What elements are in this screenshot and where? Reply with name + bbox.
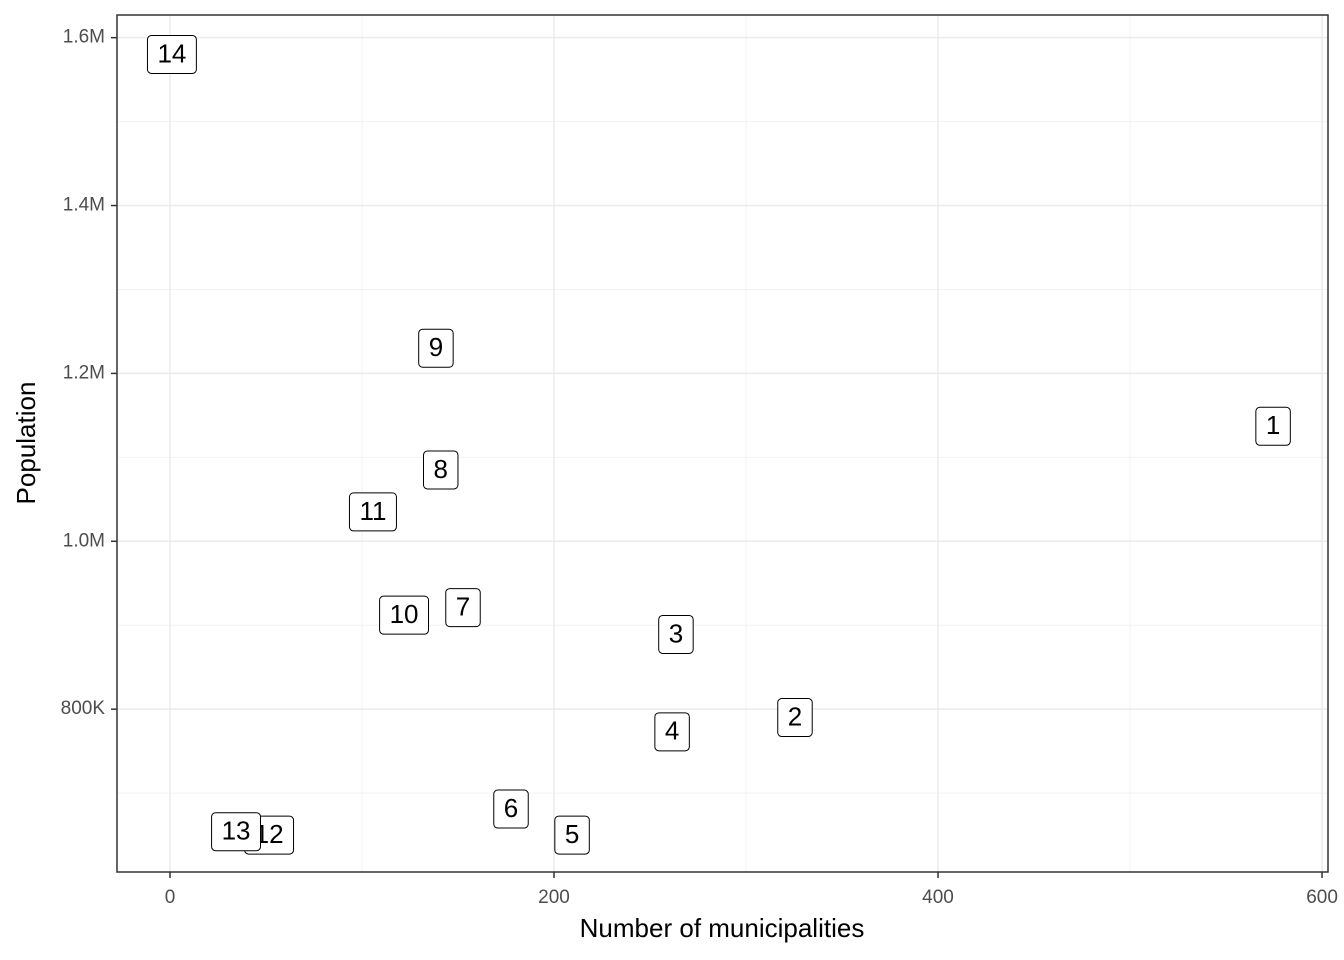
label-box — [379, 595, 430, 635]
label-box — [1255, 406, 1291, 446]
panel-border — [116, 14, 1329, 873]
point-label: 3 — [658, 614, 694, 654]
point-label: 9 — [418, 328, 454, 368]
label-text: 13 — [222, 816, 251, 846]
label-text: 5 — [565, 819, 579, 849]
label-box — [445, 588, 481, 628]
label-text: 10 — [390, 599, 419, 629]
x-tick-label: 0 — [165, 887, 176, 908]
point-label: 2 — [777, 698, 813, 738]
label-text: 8 — [433, 454, 447, 484]
x-tick-label: 600 — [1306, 887, 1338, 908]
panel — [117, 15, 1328, 872]
label-text: 14 — [157, 38, 186, 68]
label-text: 4 — [665, 716, 679, 746]
y-tick-label: 1.2M — [63, 362, 105, 383]
y-tick-label: 1.4M — [63, 195, 105, 216]
x-tick-label: 200 — [538, 887, 570, 908]
point-label: 11 — [348, 492, 397, 532]
label-box — [348, 492, 397, 532]
label-text: 11 — [359, 496, 386, 526]
point-label: 7 — [445, 588, 481, 628]
label-box — [146, 34, 197, 74]
label-text: 2 — [788, 701, 802, 731]
point-label: 10 — [379, 595, 430, 635]
y-axis-title: Population — [11, 382, 41, 505]
y-tick-label: 1.0M — [63, 530, 105, 551]
x-tick-label: 400 — [922, 887, 954, 908]
point-label: 14 — [146, 34, 197, 74]
label-text: 9 — [429, 332, 443, 362]
label-box — [654, 712, 690, 752]
label-box — [777, 698, 813, 738]
y-tick-label: 1.6M — [63, 27, 105, 48]
point-label: 6 — [493, 789, 529, 829]
point-label: 1 — [1255, 406, 1291, 446]
label-box — [658, 614, 694, 654]
point-label: 13 — [211, 812, 262, 852]
y-tick-label: 800K — [61, 698, 106, 719]
label-text: 6 — [504, 793, 518, 823]
label-text: 3 — [669, 618, 683, 648]
label-box — [422, 450, 459, 490]
point-label: 8 — [422, 450, 459, 490]
x-axis-title: Number of municipalities — [580, 913, 865, 943]
label-text: 7 — [456, 591, 470, 621]
point-label: 5 — [554, 815, 590, 855]
label-box — [493, 789, 529, 829]
label-box — [554, 815, 590, 855]
point-label: 4 — [654, 712, 690, 752]
label-box — [418, 328, 454, 368]
label-box — [211, 812, 262, 852]
label-text: 1 — [1266, 410, 1280, 440]
